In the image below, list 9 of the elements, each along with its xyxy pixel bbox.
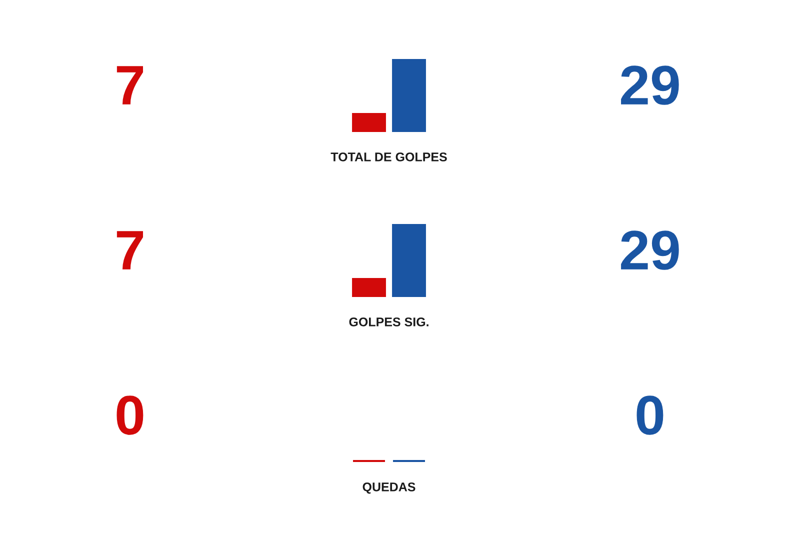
- text: QUEDAS: [362, 482, 416, 494]
- data-label: 0: [116, 396, 144, 435]
- text: TOTAL DE GOLPES: [330, 152, 447, 162]
- text: 7: [116, 231, 144, 270]
- text: 29: [621, 230, 679, 270]
- text: 29: [621, 66, 679, 105]
- text: 7: [116, 66, 144, 104]
- data-label: 0: [636, 396, 664, 435]
- text: GOLPES SIG.: [349, 318, 428, 326]
